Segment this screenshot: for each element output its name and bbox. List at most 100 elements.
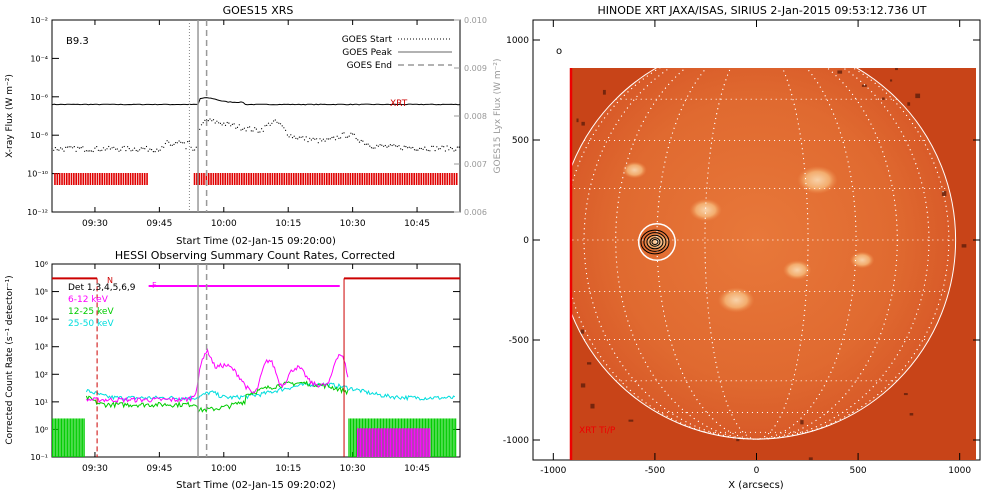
goes-short-point xyxy=(450,146,452,149)
hessi-green-block xyxy=(446,418,448,457)
xrt-coverage-bar xyxy=(236,173,238,185)
goes-short-point xyxy=(230,125,232,127)
goes-short-point xyxy=(152,151,154,153)
goes-short-point xyxy=(307,141,309,143)
legend-goes-peak: GOES Peak xyxy=(342,48,392,58)
goes-short-point xyxy=(403,145,405,147)
speckle xyxy=(576,118,579,123)
hessi-green-block xyxy=(68,418,70,457)
goes-short-point xyxy=(209,118,211,120)
xrt-coverage-bar xyxy=(207,173,210,185)
xrt-coverage-bar xyxy=(99,173,101,185)
hessi-green-block xyxy=(83,418,85,457)
xrt-coverage-bar xyxy=(96,173,99,185)
hessi-magenta-block xyxy=(415,428,417,457)
xrt-coverage-bar xyxy=(387,173,390,185)
goes-short-point xyxy=(293,135,295,137)
hessi-magenta-block xyxy=(403,428,405,457)
speckle xyxy=(736,437,740,442)
xrt-coverage-bar xyxy=(333,173,335,185)
flare-contour xyxy=(640,229,670,255)
goes-short-point xyxy=(285,129,287,131)
xrt-coverage-bar xyxy=(231,173,234,185)
xrt-coverage-bar xyxy=(205,173,208,185)
goes-short-point xyxy=(310,139,312,141)
xrt-coverage-bar xyxy=(349,173,352,185)
y2-tick-label: 0.008 xyxy=(464,112,487,121)
goes-short-point xyxy=(271,122,273,124)
xrt-coverage-bar xyxy=(335,173,338,185)
xrt-coverage-bar xyxy=(453,173,456,185)
hessi-magenta-block xyxy=(370,428,372,457)
speckle xyxy=(580,383,586,388)
goes-short-point xyxy=(140,147,142,149)
speckle xyxy=(941,191,947,196)
hessi-green-block xyxy=(59,418,61,457)
goes-short-point xyxy=(245,130,247,132)
goes-short-point xyxy=(168,141,170,143)
xrt-coverage-bar xyxy=(269,173,271,185)
goes-class-label: B9.3 xyxy=(66,36,89,47)
goes-short-point xyxy=(288,136,290,138)
sun-disk xyxy=(570,68,956,440)
hessi-panel: HESSI Observing Summary Count Rates, Cor… xyxy=(5,249,461,491)
hessi-green-block xyxy=(77,418,79,457)
xrt-footer-label: XRT Ti/P xyxy=(579,426,616,436)
goes-short-point xyxy=(336,135,338,137)
hessi-magenta-block xyxy=(391,428,393,457)
xrt-coverage-bar xyxy=(110,173,113,185)
goes-short-point xyxy=(261,128,263,130)
goes-short-point xyxy=(312,137,314,139)
hessi-green-block xyxy=(355,418,358,457)
goes-short-point xyxy=(149,148,151,150)
goes-short-point xyxy=(106,148,108,150)
speckle xyxy=(882,97,885,100)
hessi-magenta-block xyxy=(397,428,399,457)
goes-short-point xyxy=(63,150,65,152)
goes-short-point xyxy=(139,149,141,151)
goes-short-point xyxy=(379,144,381,146)
xrt-coverage-bar xyxy=(136,173,139,185)
goes-short-point xyxy=(73,146,75,148)
goes-short-point xyxy=(266,124,268,126)
goes-short-point xyxy=(116,148,118,150)
speckle xyxy=(602,89,606,95)
hessi-green-block xyxy=(62,418,64,457)
goes-short-point xyxy=(133,147,136,149)
speckle xyxy=(915,93,921,99)
hessi-green-block xyxy=(455,418,457,457)
xrt-coverage-bar xyxy=(75,173,78,185)
flare-contour xyxy=(643,232,667,252)
legend-goes-end: GOES End xyxy=(347,61,392,71)
hessi-magenta-block xyxy=(421,428,423,457)
goes-short-point xyxy=(94,147,96,149)
goes-short-point xyxy=(249,126,251,128)
xrt-coverage-bar xyxy=(385,173,387,185)
xrt-coverage-bar xyxy=(65,173,68,185)
hessi-magenta-block xyxy=(414,428,416,457)
hessi-green-block xyxy=(56,418,58,457)
hessi-magenta-block xyxy=(389,428,392,457)
xrt-coverage-bar xyxy=(125,173,127,185)
goes-short-point xyxy=(329,138,331,140)
hessi-magenta-block xyxy=(385,428,387,457)
xrt-coverage-bar xyxy=(403,173,406,185)
x-tick-label: 10:45 xyxy=(404,219,430,229)
hessi-magenta-block xyxy=(364,428,366,457)
hessi-magenta-block xyxy=(382,428,384,457)
xrt-coverage-bar xyxy=(394,173,397,185)
goes-short-point xyxy=(276,121,278,123)
goes-short-point xyxy=(75,150,77,152)
goes-short-point xyxy=(171,144,173,146)
goes-short-point xyxy=(231,123,233,125)
goes-short-point xyxy=(391,144,393,147)
hessi-magenta-block xyxy=(376,428,378,457)
goes-short-point xyxy=(422,148,424,150)
hessi-magenta-block xyxy=(359,428,362,457)
goes-short-point xyxy=(235,127,237,129)
goes-short-point xyxy=(341,132,343,134)
goes-short-point xyxy=(305,136,307,138)
xrt-coverage-bar xyxy=(103,173,106,185)
goes-short-point xyxy=(157,150,160,152)
goes-short-point xyxy=(395,145,397,147)
